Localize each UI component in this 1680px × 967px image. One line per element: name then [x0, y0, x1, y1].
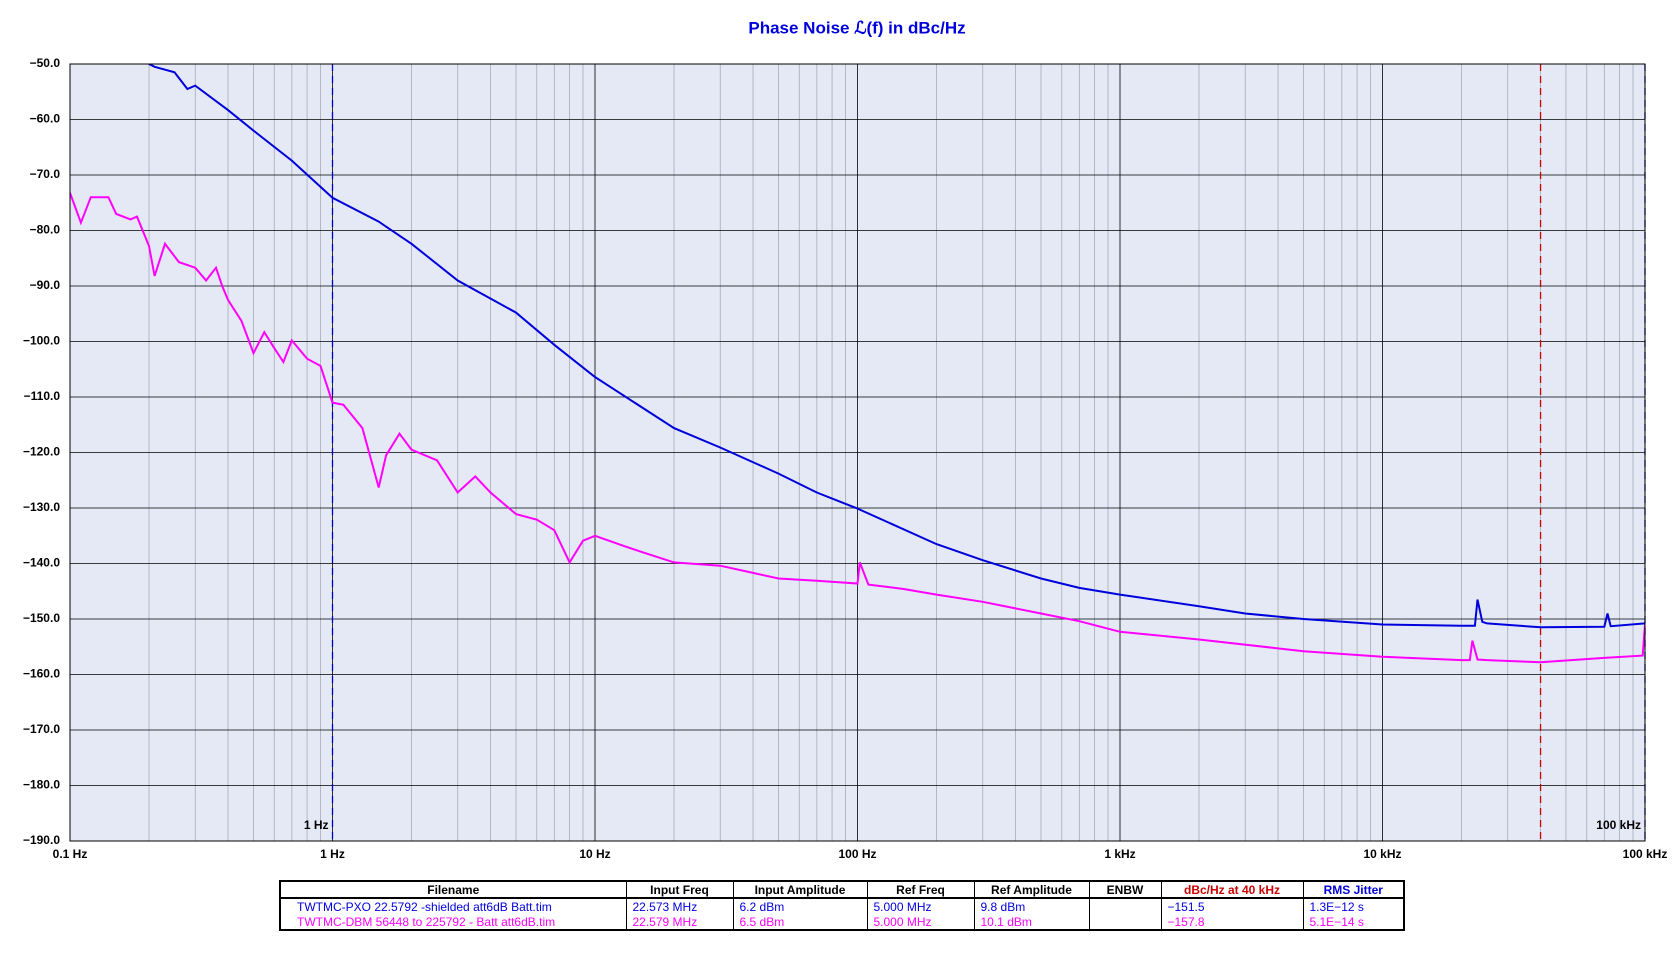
table-cell: 1.3E−12 s [1302, 898, 1405, 914]
y-tick-label: −110.0 [24, 389, 61, 403]
header-cell: Filename [279, 880, 627, 899]
y-tick-label: −80.0 [30, 223, 61, 237]
table-cell: 9.8 dBm [973, 898, 1090, 914]
y-tick-label: −70.0 [30, 167, 61, 181]
table-cell: 22.573 MHz [625, 898, 734, 914]
x-tick-label: 0.1 Hz [53, 847, 88, 861]
table-row: TWTMC-DBM 56448 to 225792 - Batt att6dB.… [279, 914, 1405, 930]
y-tick-label: −120.0 [23, 445, 60, 459]
header-cell: Input Amplitude [732, 880, 868, 899]
header-cell: Ref Amplitude [973, 880, 1090, 899]
x-tick-label: 1 kHz [1104, 847, 1135, 861]
table-cell: 6.2 dBm [732, 898, 868, 914]
table-cell: TWTMC-PXO 22.5792 -shielded att6dB Batt.… [279, 898, 627, 914]
legend-table: Filename Input Freq Input Amplitude Ref … [279, 880, 1405, 931]
y-tick-label: −100.0 [23, 334, 60, 348]
x-tick-label: 10 kHz [1363, 847, 1401, 861]
table-cell [1088, 898, 1162, 914]
table-row: TWTMC-PXO 22.5792 -shielded att6dB Batt.… [279, 898, 1405, 914]
y-tick-label: −180.0 [23, 778, 60, 792]
y-tick-label: −90.0 [30, 278, 61, 292]
table-cell: 10.1 dBm [973, 914, 1090, 930]
table-cell: −157.8 [1160, 914, 1304, 930]
x-tick-label: 1 Hz [320, 847, 345, 861]
table-cell: −151.5 [1160, 898, 1304, 914]
series-line [148, 64, 1645, 629]
marker-label: 1 Hz [304, 818, 329, 832]
header-cell: RMS Jitter [1302, 880, 1405, 899]
header-cell: dBc/Hz at 40 kHz [1160, 880, 1304, 899]
header-row: Filename Input Freq Input Amplitude Ref … [279, 880, 1405, 899]
chart-title: Phase Noise ℒ(f) in dBc/Hz [748, 18, 965, 37]
table-cell: 6.5 dBm [732, 914, 868, 930]
plot-frame [69, 63, 1646, 842]
header-cell: Ref Freq [866, 880, 975, 899]
y-tick-label: −130.0 [23, 500, 60, 514]
chart: Phase Noise ℒ(f) in dBc/Hz −50.0 −60.0 −70… [23, 18, 1668, 861]
y-tick-label: −150.0 [23, 611, 60, 625]
marker-label: 100 kHz [1596, 818, 1641, 832]
table-cell: 5.1E−14 s [1302, 914, 1405, 930]
y-tick-label: −60.0 [30, 112, 61, 126]
table-cell: TWTMC-DBM 56448 to 225792 - Batt att6dB.… [279, 914, 627, 930]
table-cell: 5.000 MHz [866, 914, 975, 930]
table-cell: 22.579 MHz [625, 914, 734, 930]
series-line [70, 192, 1645, 664]
x-tick-label: 100 Hz [838, 847, 876, 861]
table-cell: 5.000 MHz [866, 898, 975, 914]
header-cell: Input Freq [625, 880, 734, 899]
y-tick-label: −170.0 [23, 722, 60, 736]
x-tick-label: 10 Hz [579, 847, 610, 861]
x-tick-label: 100 kHz [1623, 847, 1668, 861]
y-tick-label: −160.0 [23, 667, 60, 681]
header-cell: ENBW [1088, 880, 1162, 899]
table-cell [1088, 914, 1162, 930]
y-tick-label: −50.0 [30, 56, 61, 70]
y-tick-label: −140.0 [23, 556, 60, 570]
y-tick-label: −190.0 [23, 833, 60, 847]
